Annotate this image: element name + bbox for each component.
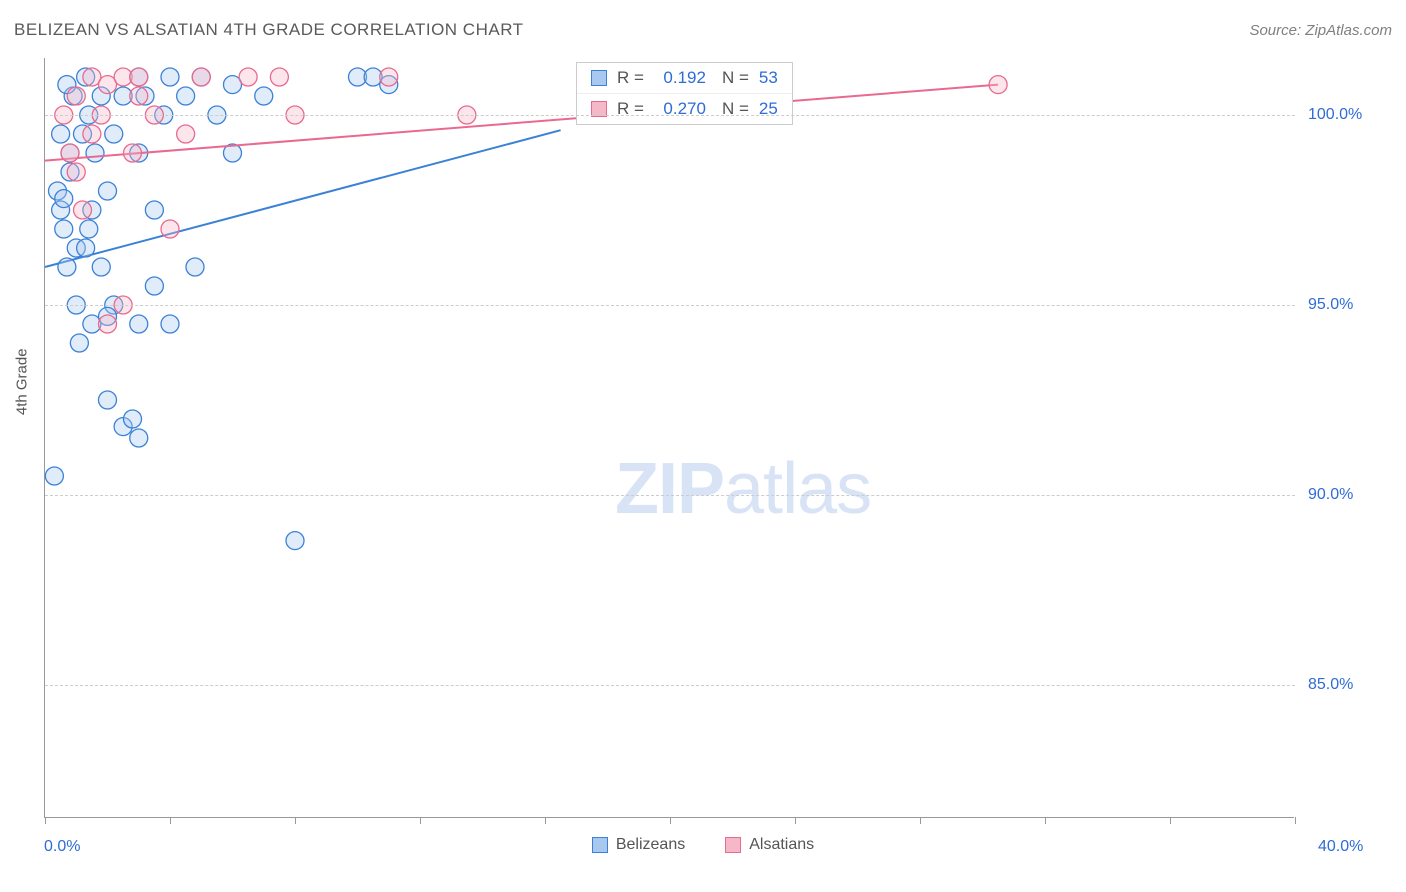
- n-value: 25: [759, 99, 778, 119]
- data-point: [61, 144, 79, 162]
- r-label: R =: [617, 99, 644, 119]
- chart-header: BELIZEAN VS ALSATIAN 4TH GRADE CORRELATI…: [14, 20, 1392, 40]
- data-point: [80, 220, 98, 238]
- data-point: [70, 334, 88, 352]
- y-axis-title: 4th Grade: [14, 348, 31, 415]
- gridline-h: [45, 685, 1295, 686]
- x-tick: [795, 817, 796, 824]
- y-tick-label: 95.0%: [1308, 296, 1353, 314]
- data-point: [99, 391, 117, 409]
- data-point: [130, 429, 148, 447]
- data-point: [45, 467, 63, 485]
- r-value: 0.192: [654, 68, 706, 88]
- data-point: [161, 315, 179, 333]
- legend-item: Belizeans: [592, 836, 685, 854]
- data-point: [989, 76, 1007, 94]
- data-point: [105, 125, 123, 143]
- gridline-h: [45, 115, 1295, 116]
- source-attribution: Source: ZipAtlas.com: [1249, 22, 1392, 39]
- data-point: [58, 258, 76, 276]
- x-tick: [295, 817, 296, 824]
- x-tick: [920, 817, 921, 824]
- legend-item: Alsatians: [725, 836, 814, 854]
- data-point: [83, 125, 101, 143]
- data-point: [86, 144, 104, 162]
- data-point: [239, 68, 257, 86]
- data-point: [124, 410, 142, 428]
- data-point: [99, 315, 117, 333]
- r-label: R =: [617, 68, 644, 88]
- n-label: N =: [722, 68, 749, 88]
- data-point: [145, 201, 163, 219]
- n-value: 53: [759, 68, 778, 88]
- data-point: [74, 201, 92, 219]
- data-point: [177, 87, 195, 105]
- x-tick: [420, 817, 421, 824]
- data-point: [67, 163, 85, 181]
- x-tick: [1045, 817, 1046, 824]
- data-point: [52, 125, 70, 143]
- data-point: [161, 220, 179, 238]
- data-point: [67, 87, 85, 105]
- chart-svg: [45, 58, 1295, 818]
- x-tick: [1295, 817, 1296, 824]
- y-tick-label: 85.0%: [1308, 676, 1353, 694]
- data-point: [55, 220, 73, 238]
- r-value: 0.270: [654, 99, 706, 119]
- legend-swatch: [725, 837, 741, 853]
- data-point: [161, 68, 179, 86]
- data-point: [55, 190, 73, 208]
- data-point: [130, 315, 148, 333]
- data-point: [77, 239, 95, 257]
- data-point: [99, 182, 117, 200]
- x-tick: [170, 817, 171, 824]
- gridline-h: [45, 305, 1295, 306]
- data-point: [270, 68, 288, 86]
- legend-swatch: [592, 837, 608, 853]
- x-tick: [670, 817, 671, 824]
- x-tick: [545, 817, 546, 824]
- x-tick: [45, 817, 46, 824]
- data-point: [177, 125, 195, 143]
- gridline-h: [45, 495, 1295, 496]
- n-label: N =: [722, 99, 749, 119]
- data-point: [255, 87, 273, 105]
- trend-line: [45, 130, 561, 267]
- data-point: [380, 68, 398, 86]
- data-point: [124, 144, 142, 162]
- legend-label: Belizeans: [616, 836, 685, 854]
- x-tick: [1170, 817, 1171, 824]
- plot-area: ZIPatlas R =0.192N =53R =0.270N =25: [44, 58, 1294, 818]
- chart-title: BELIZEAN VS ALSATIAN 4TH GRADE CORRELATI…: [14, 20, 524, 40]
- stats-swatch: [591, 70, 607, 86]
- data-point: [186, 258, 204, 276]
- data-point: [130, 68, 148, 86]
- legend-label: Alsatians: [749, 836, 814, 854]
- stats-row: R = 0.270 N = 25: [577, 93, 792, 124]
- data-point: [145, 277, 163, 295]
- data-point: [286, 532, 304, 550]
- stats-row: R = 0.192 N = 53: [577, 63, 792, 93]
- data-point: [192, 68, 210, 86]
- data-point: [92, 258, 110, 276]
- chart-legend: Belizeans Alsatians: [0, 836, 1406, 854]
- y-tick-label: 100.0%: [1308, 106, 1362, 124]
- data-point: [130, 87, 148, 105]
- y-tick-label: 90.0%: [1308, 486, 1353, 504]
